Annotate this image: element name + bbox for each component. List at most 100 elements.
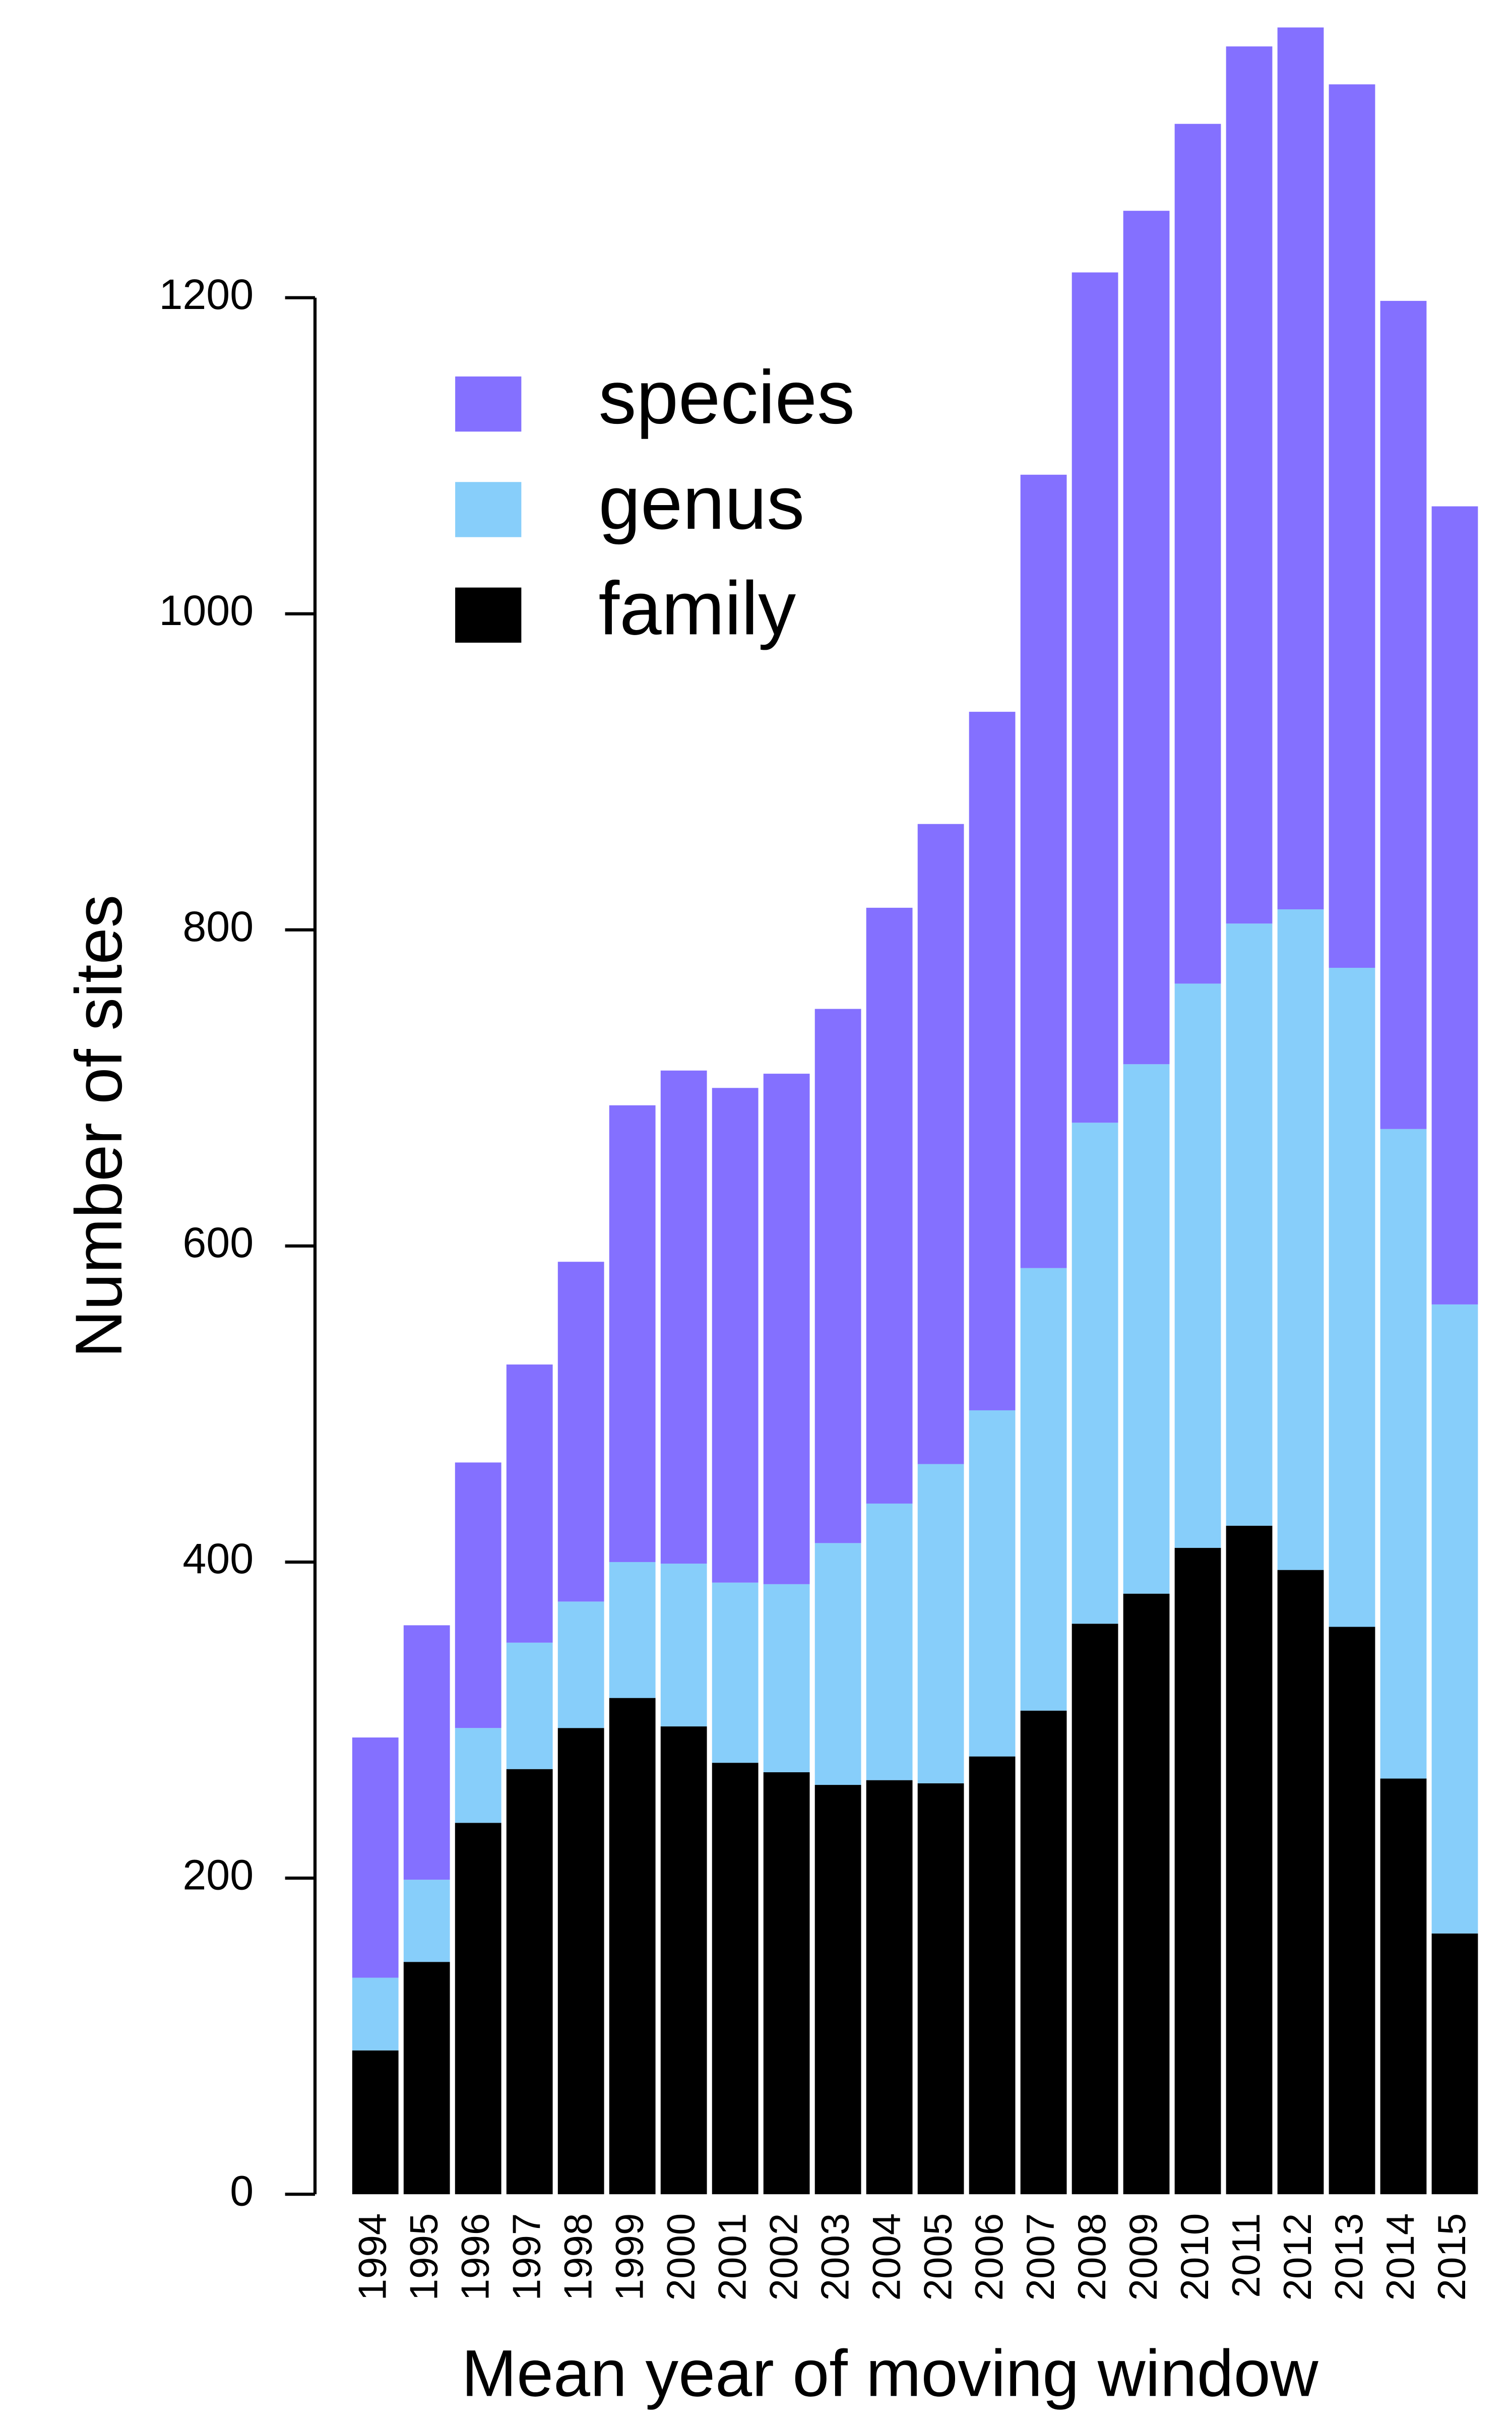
bar-segment (1329, 968, 1375, 1627)
x-tick-label: 1998 (555, 2213, 600, 2301)
bar-segment (455, 1823, 501, 2195)
bar-segment (814, 1009, 861, 1543)
bar-segment (814, 1543, 861, 1785)
bar-segment (660, 1726, 707, 2195)
bar-segment (1329, 84, 1375, 968)
bar-segment (1431, 506, 1478, 1305)
bar-segment (403, 1962, 450, 2195)
bar-segment (1020, 474, 1067, 1268)
x-tick-label: 2001 (710, 2213, 754, 2301)
bar-segment (1226, 923, 1273, 1526)
bar-segment (455, 1728, 501, 1823)
bar-segment (814, 1785, 861, 2195)
bar-segment (763, 1584, 810, 1772)
x-tick-label: 2011 (1224, 2213, 1268, 2298)
bar-segment (557, 1728, 604, 2195)
bar-segment (557, 1601, 604, 1728)
bar-segment (609, 1105, 656, 1562)
bar-segment (1174, 123, 1221, 984)
legend-swatch (455, 376, 522, 432)
bar-segment (455, 1462, 501, 1728)
bar-segment (866, 907, 913, 1504)
x-tick-label: 2006 (967, 2213, 1011, 2301)
bar-segment (1380, 300, 1427, 1129)
bar-segment (1277, 909, 1324, 1570)
x-tick-label: 2014 (1378, 2213, 1422, 2301)
bar-segment (969, 1410, 1016, 1757)
bar-segment (866, 1780, 913, 2195)
bar-segment (352, 1737, 399, 1978)
bar-segment (1072, 1123, 1118, 1624)
x-tick-label: 2009 (1121, 2213, 1165, 2301)
bar-segment (866, 1503, 913, 1780)
bar-segment (712, 1088, 759, 1583)
bar-segment (352, 2050, 399, 2195)
bar-segment (352, 1977, 399, 2051)
bar-segment (1431, 1304, 1478, 1934)
bar-segment (712, 1763, 759, 2195)
x-tick-label: 2000 (658, 2213, 703, 2301)
bar-segment (763, 1074, 810, 1584)
bar-segment (969, 1756, 1016, 2195)
bar-segment (1226, 46, 1273, 924)
bar-segment (506, 1769, 553, 2195)
bar-segment (917, 1783, 964, 2195)
y-axis-title: Number of sites (61, 895, 136, 1358)
bar-segment (969, 712, 1016, 1410)
bar-segment (660, 1070, 707, 1564)
bar-segment (1020, 1710, 1067, 2195)
bar-segment (557, 1262, 604, 1602)
x-tick-label: 1997 (504, 2213, 548, 2301)
x-tick-label: 2003 (812, 2213, 857, 2301)
bar-segment (763, 1772, 810, 2195)
legend-label: family (599, 566, 796, 650)
x-tick-label: 2005 (915, 2213, 960, 2301)
bar-segment (1277, 27, 1324, 910)
x-tick-label: 2008 (1069, 2213, 1114, 2301)
x-tick-label: 1996 (453, 2213, 497, 2301)
bar-segment (1380, 1778, 1427, 2195)
x-tick-label: 2002 (761, 2213, 805, 2301)
bar-segment (609, 1698, 656, 2195)
bar-segment (1020, 1268, 1067, 1711)
bar-segment (403, 1625, 450, 1880)
x-tick-label: 1994 (350, 2213, 394, 2301)
x-tick-label: 2015 (1429, 2213, 1474, 2301)
y-tick-label: 0 (230, 2167, 254, 2214)
bar-segment (917, 824, 964, 1464)
bar-segment (1380, 1129, 1427, 1779)
bar-segment (1123, 1064, 1170, 1594)
bar-segment (1174, 1547, 1221, 2195)
x-tick-label: 2004 (864, 2213, 908, 2301)
bar-segment (1226, 1525, 1273, 2195)
bar-segment (1277, 1570, 1324, 2195)
legend-swatch (455, 587, 522, 643)
legend-label: species (599, 355, 855, 440)
bar-segment (1123, 1593, 1170, 2195)
bar-segment (1174, 983, 1221, 1548)
bar-segment (1329, 1627, 1375, 2195)
bar-segment (712, 1582, 759, 1763)
y-tick-label: 600 (182, 1219, 254, 1266)
y-tick-label: 400 (182, 1535, 254, 1582)
bar-segment (917, 1464, 964, 1783)
y-tick-label: 800 (182, 903, 254, 950)
x-axis-title: Mean year of moving window (462, 2336, 1319, 2410)
bar-segment (1072, 272, 1118, 1123)
y-tick-label: 200 (182, 1851, 254, 1898)
bar-segment (660, 1564, 707, 1727)
bar-segment (1431, 1933, 1478, 2195)
x-tick-label: 2007 (1018, 2213, 1062, 2301)
bar-segment (609, 1562, 656, 1698)
y-tick-label: 1200 (159, 271, 254, 318)
x-tick-label: 2010 (1172, 2213, 1217, 2301)
bar-segment (403, 1880, 450, 1962)
bar-segment (506, 1642, 553, 1769)
bar-segment (506, 1364, 553, 1643)
y-tick-label: 1000 (159, 587, 254, 634)
bar-segment (1123, 211, 1170, 1065)
x-tick-label: 2013 (1327, 2213, 1371, 2301)
legend-swatch (455, 482, 522, 537)
